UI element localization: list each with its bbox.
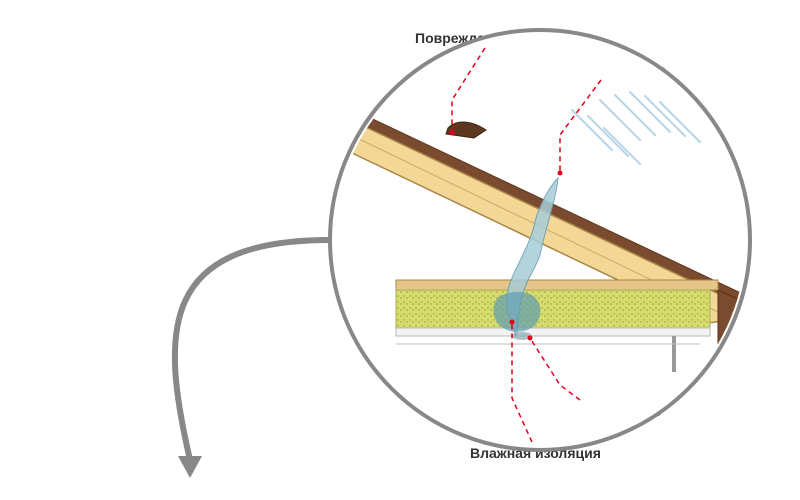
curved-arrow <box>175 240 330 478</box>
wet-spot-icon <box>494 292 541 332</box>
downpipe-icon <box>738 352 756 380</box>
gutter-icon <box>745 326 758 352</box>
support-post <box>672 336 676 372</box>
diagram-svg <box>0 0 800 500</box>
ceiling <box>396 328 710 336</box>
floor-top <box>396 280 718 290</box>
insulation <box>396 290 710 328</box>
